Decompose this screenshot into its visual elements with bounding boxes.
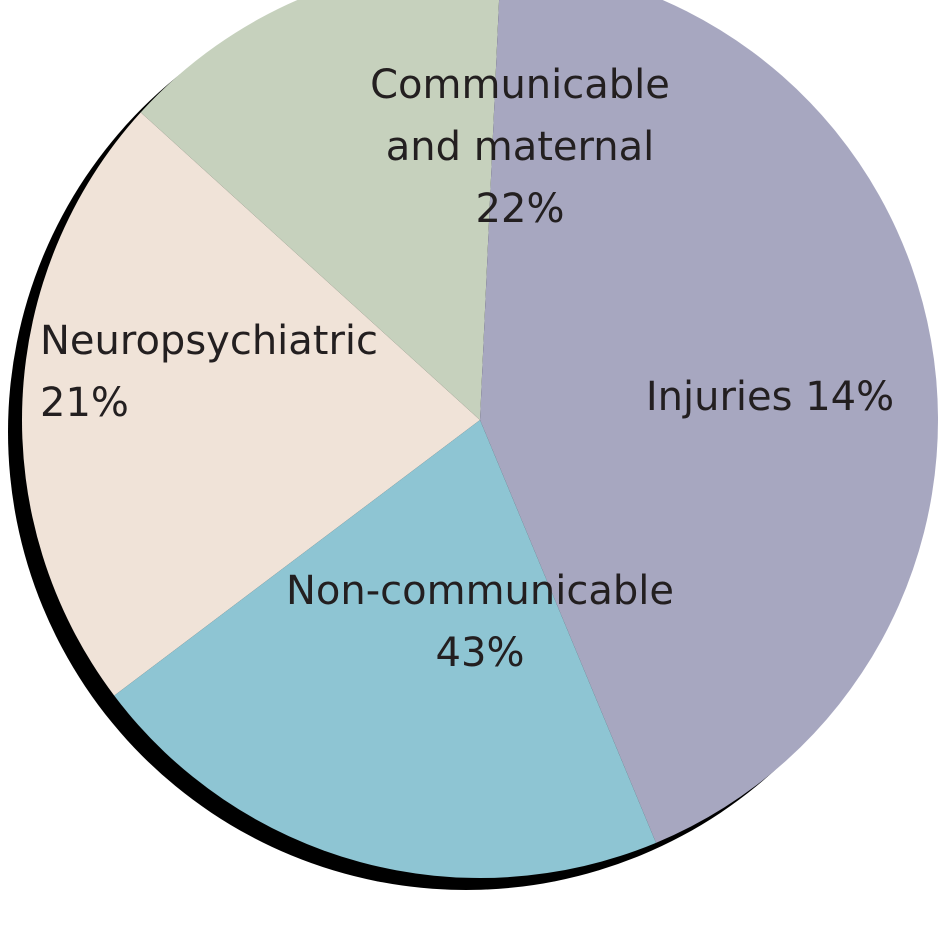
slice-label-line: Non-communicable (286, 568, 674, 614)
slice-label-line: Communicable (370, 62, 670, 108)
slice-label-non-communicable: Non-communicable 43% (286, 568, 674, 676)
slice-label-line: and maternal (386, 124, 654, 170)
slice-label-line: 22% (476, 186, 565, 232)
slice-label-neuropsychiatric: Neuropsychiatric 21% (40, 318, 378, 426)
pie-slices (21, 0, 938, 879)
pie-slice-non-communicable (480, 0, 938, 843)
pie-labels: Communicable and maternal 22% Injuries 14% N… (40, 62, 894, 676)
pie-slice-neuropsychiatric (114, 420, 657, 879)
slice-label-injuries: Injuries 14% (646, 374, 894, 420)
slice-label-line: Injuries 14% (646, 374, 894, 420)
pie-slice-communicable-and-maternal (21, 112, 481, 696)
slice-label-communicable-and-maternal: Communicable and maternal 22% (370, 62, 670, 232)
pie-slice-injuries (140, 0, 500, 420)
slice-label-line: 43% (436, 630, 525, 676)
slice-label-line: Neuropsychiatric (40, 318, 378, 364)
slice-label-line: 21% (40, 380, 129, 426)
